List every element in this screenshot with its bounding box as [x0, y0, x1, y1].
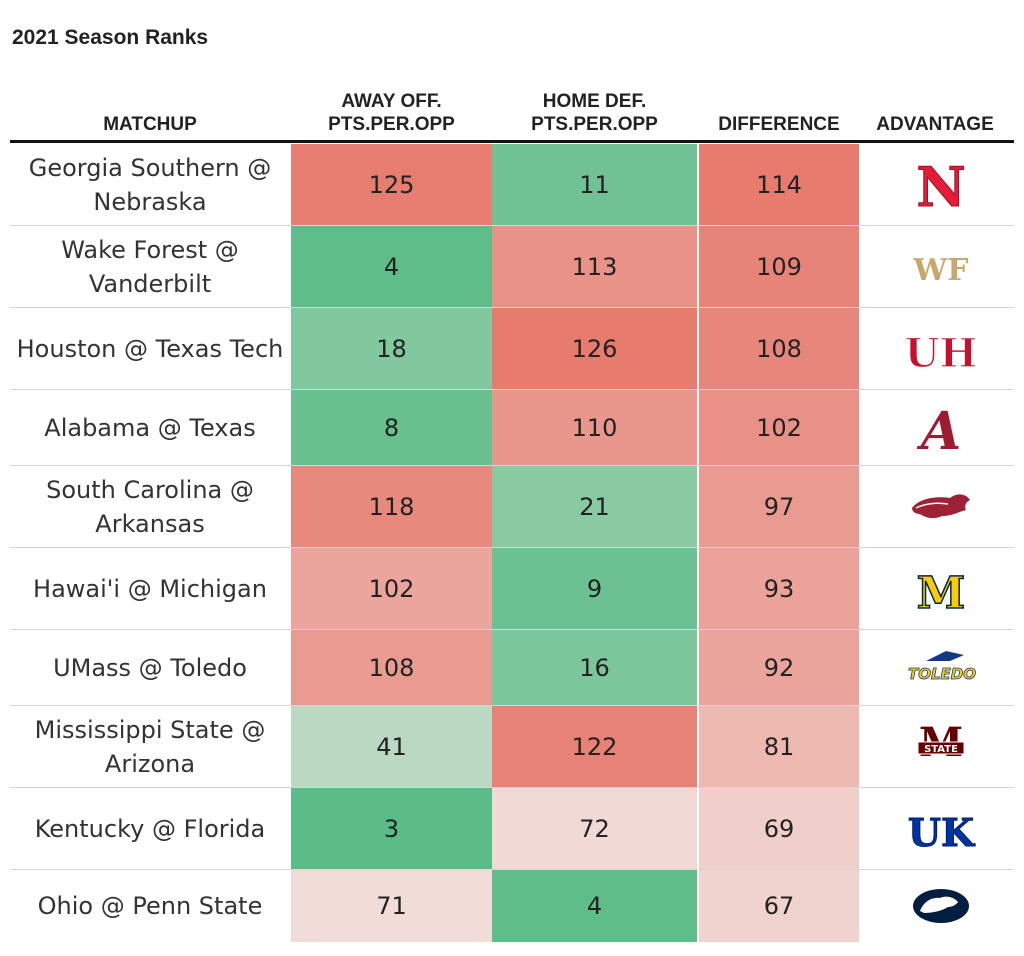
houston-logo-icon: UH — [906, 329, 976, 377]
advantage-cell: A — [868, 390, 1014, 465]
advantage-cell: N — [868, 144, 1014, 225]
difference-cell: 69 — [699, 788, 859, 869]
advantage-cell: UK — [868, 788, 1014, 869]
home-def-cell: 72 — [492, 788, 697, 869]
table-row: UMass @ Toledo 108 16 92 TOLEDO — [10, 630, 1014, 706]
chart-title: 2021 Season Ranks — [12, 26, 209, 49]
toledo-logo-icon: TOLEDO — [908, 650, 976, 683]
michigan-logo-icon: M — [916, 567, 966, 618]
arkansas-logo-icon — [912, 493, 970, 518]
away-off-cell: 102 — [291, 548, 492, 629]
advantage-cell: UH — [868, 308, 1014, 389]
matchup-cell: Houston @ Texas Tech — [16, 334, 284, 363]
header-away-off: AWAY OFF. PTS.PER.OPP — [328, 91, 455, 135]
home-def-cell: 122 — [492, 706, 697, 787]
away-off-cell: 8 — [291, 390, 492, 465]
advantage-cell: TOLEDO — [868, 630, 1014, 705]
advantage-cell: WF — [868, 226, 1014, 307]
advantage-cell — [868, 466, 1014, 547]
table-row: Hawai'i @ Michigan 102 9 93 M — [10, 548, 1014, 630]
away-off-cell: 125 — [291, 144, 492, 225]
difference-cell: 81 — [699, 706, 859, 787]
table-row: South Carolina @ Arkansas 118 21 97 — [10, 466, 1014, 548]
header-rule — [10, 140, 1014, 143]
home-def-cell: 11 — [492, 144, 697, 225]
table-row: Alabama @ Texas 8 110 102 A — [10, 390, 1014, 466]
home-def-cell: 16 — [492, 630, 697, 705]
home-def-cell: 4 — [492, 870, 697, 942]
svg-text:TOLEDO: TOLEDO — [908, 665, 976, 683]
away-off-cell: 71 — [291, 870, 492, 942]
home-def-cell: 21 — [492, 466, 697, 547]
away-off-cell: 4 — [291, 226, 492, 307]
home-def-cell: 113 — [492, 226, 697, 307]
mississippi-state-logo-icon: MSTATE — [917, 719, 965, 766]
svg-text:UK: UK — [908, 810, 976, 855]
header-advantage: ADVANTAGE — [876, 114, 994, 135]
difference-cell: 92 — [699, 630, 859, 705]
svg-text:N: N — [916, 156, 965, 214]
table-row: Ohio @ Penn State 71 4 67 — [10, 870, 1014, 942]
table-row: Houston @ Texas Tech 18 126 108 UH — [10, 308, 1014, 390]
advantage-cell — [868, 870, 1014, 942]
penn-state-logo-icon — [913, 889, 969, 923]
advantage-cell: MSTATE — [868, 706, 1014, 787]
advantage-cell: M — [868, 548, 1014, 629]
table-row: Wake Forest @ Vanderbilt 4 113 109 WF — [10, 226, 1014, 308]
matchup-cell: Ohio @ Penn State — [37, 892, 263, 920]
matchup-cell: UMass @ Toledo — [53, 653, 247, 682]
svg-text:M: M — [917, 568, 966, 618]
difference-cell: 108 — [699, 308, 859, 389]
alabama-logo-icon: A — [916, 401, 961, 457]
matchup-cell: Alabama @ Texas — [44, 413, 256, 442]
difference-cell: 67 — [699, 870, 859, 942]
svg-text:A: A — [916, 401, 961, 457]
svg-text:WF: WF — [913, 253, 969, 288]
difference-cell: 97 — [699, 466, 859, 547]
home-def-cell: 126 — [492, 308, 697, 389]
away-off-cell: 118 — [291, 466, 492, 547]
nebraska-logo-icon: N — [916, 156, 966, 214]
wake-forest-logo-icon: WF — [913, 253, 969, 288]
matchup-cell: Hawai'i @ Michigan — [33, 574, 267, 603]
svg-text:STATE: STATE — [924, 744, 958, 755]
table-row: Kentucky @ Florida 3 72 69 UK — [10, 788, 1014, 870]
difference-cell: 114 — [699, 144, 859, 225]
home-def-cell: 9 — [492, 548, 697, 629]
difference-cell: 102 — [699, 390, 859, 465]
header-matchup: MATCHUP — [103, 114, 197, 135]
matchup-cell: Kentucky @ Florida — [34, 814, 266, 843]
home-def-cell: 110 — [492, 390, 697, 465]
kentucky-logo-icon: UK — [907, 809, 976, 855]
matchup-cell: Mississippi State @ Arizona — [34, 715, 266, 778]
table-row: Georgia Southern @ Nebraska 125 11 114 N — [10, 144, 1014, 226]
header-difference: DIFFERENCE — [718, 114, 840, 135]
difference-cell: 109 — [699, 226, 859, 307]
difference-cell: 93 — [699, 548, 859, 629]
away-off-cell: 3 — [291, 788, 492, 869]
away-off-cell: 108 — [291, 630, 492, 705]
header-home-def: HOME DEF. PTS.PER.OPP — [531, 91, 658, 135]
away-off-cell: 18 — [291, 308, 492, 389]
matchup-cell: Wake Forest @ Vanderbilt — [61, 235, 239, 298]
matchup-cell: Georgia Southern @ Nebraska — [28, 153, 272, 216]
svg-text:UH: UH — [906, 330, 976, 377]
away-off-cell: 41 — [291, 706, 492, 787]
matchup-cell: South Carolina @ Arkansas — [46, 475, 254, 538]
